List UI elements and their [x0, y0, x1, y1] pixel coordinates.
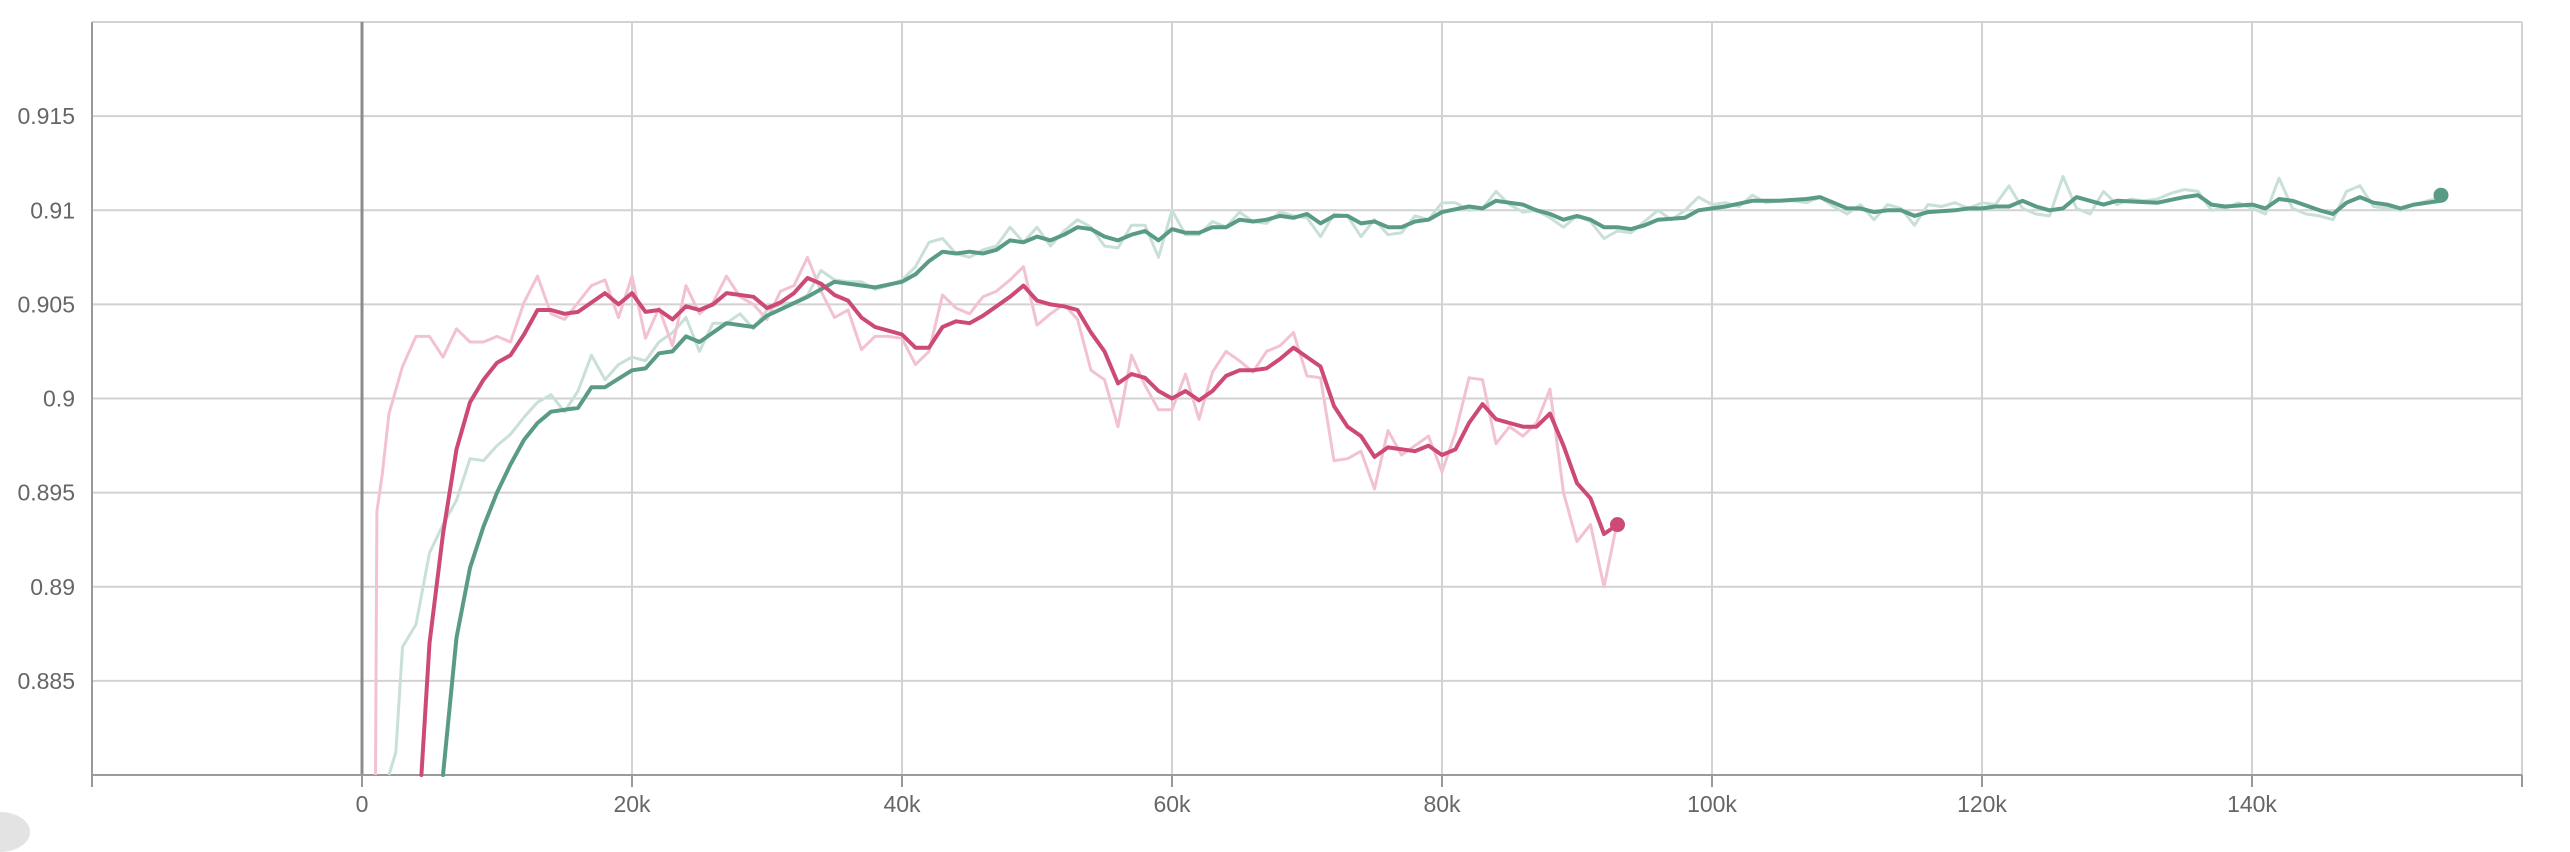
y-tick-label: 0.9	[43, 386, 75, 412]
line-chart: 0.885 0.89 0.895 0.9 0.905 0.91 0.915 0 20k 40k 60…	[17, 21, 2523, 817]
series-2-end-point	[1610, 517, 1625, 533]
end-markers	[1610, 187, 2449, 533]
series-1-raw-line	[387, 174, 2442, 776]
x-tick-label: 40k	[883, 791, 921, 817]
tick-labels: 0.885 0.89 0.895 0.9 0.905 0.91 0.915 0 20k 40k 60…	[17, 103, 2277, 817]
series-2-raw-line	[374, 255, 1619, 776]
x-tick-label: 80k	[1423, 791, 1461, 817]
series-1-smoothed-line	[441, 193, 2443, 777]
x-tick-label: 100k	[1687, 791, 1737, 817]
grid-lines	[92, 21, 2522, 775]
y-tick-label: 0.915	[17, 103, 75, 129]
axes	[91, 22, 2523, 787]
x-tick-label: 120k	[1957, 791, 2007, 817]
y-tick-label: 0.905	[17, 291, 75, 317]
raw-series-layer	[374, 174, 2442, 776]
x-tick-label: 140k	[2227, 791, 2277, 817]
y-tick-label: 0.91	[30, 197, 75, 223]
x-tick-label: 0	[356, 791, 369, 817]
x-tick-label: 60k	[1153, 791, 1191, 817]
x-tick-label: 20k	[613, 791, 651, 817]
y-tick-label: 0.885	[17, 668, 75, 694]
smoothed-series-layer	[419, 193, 2443, 777]
series-2-smoothed-line	[419, 276, 1620, 777]
y-tick-label: 0.895	[17, 480, 75, 506]
series-1-end-point	[2433, 187, 2449, 203]
y-tick-label: 0.89	[30, 574, 75, 600]
